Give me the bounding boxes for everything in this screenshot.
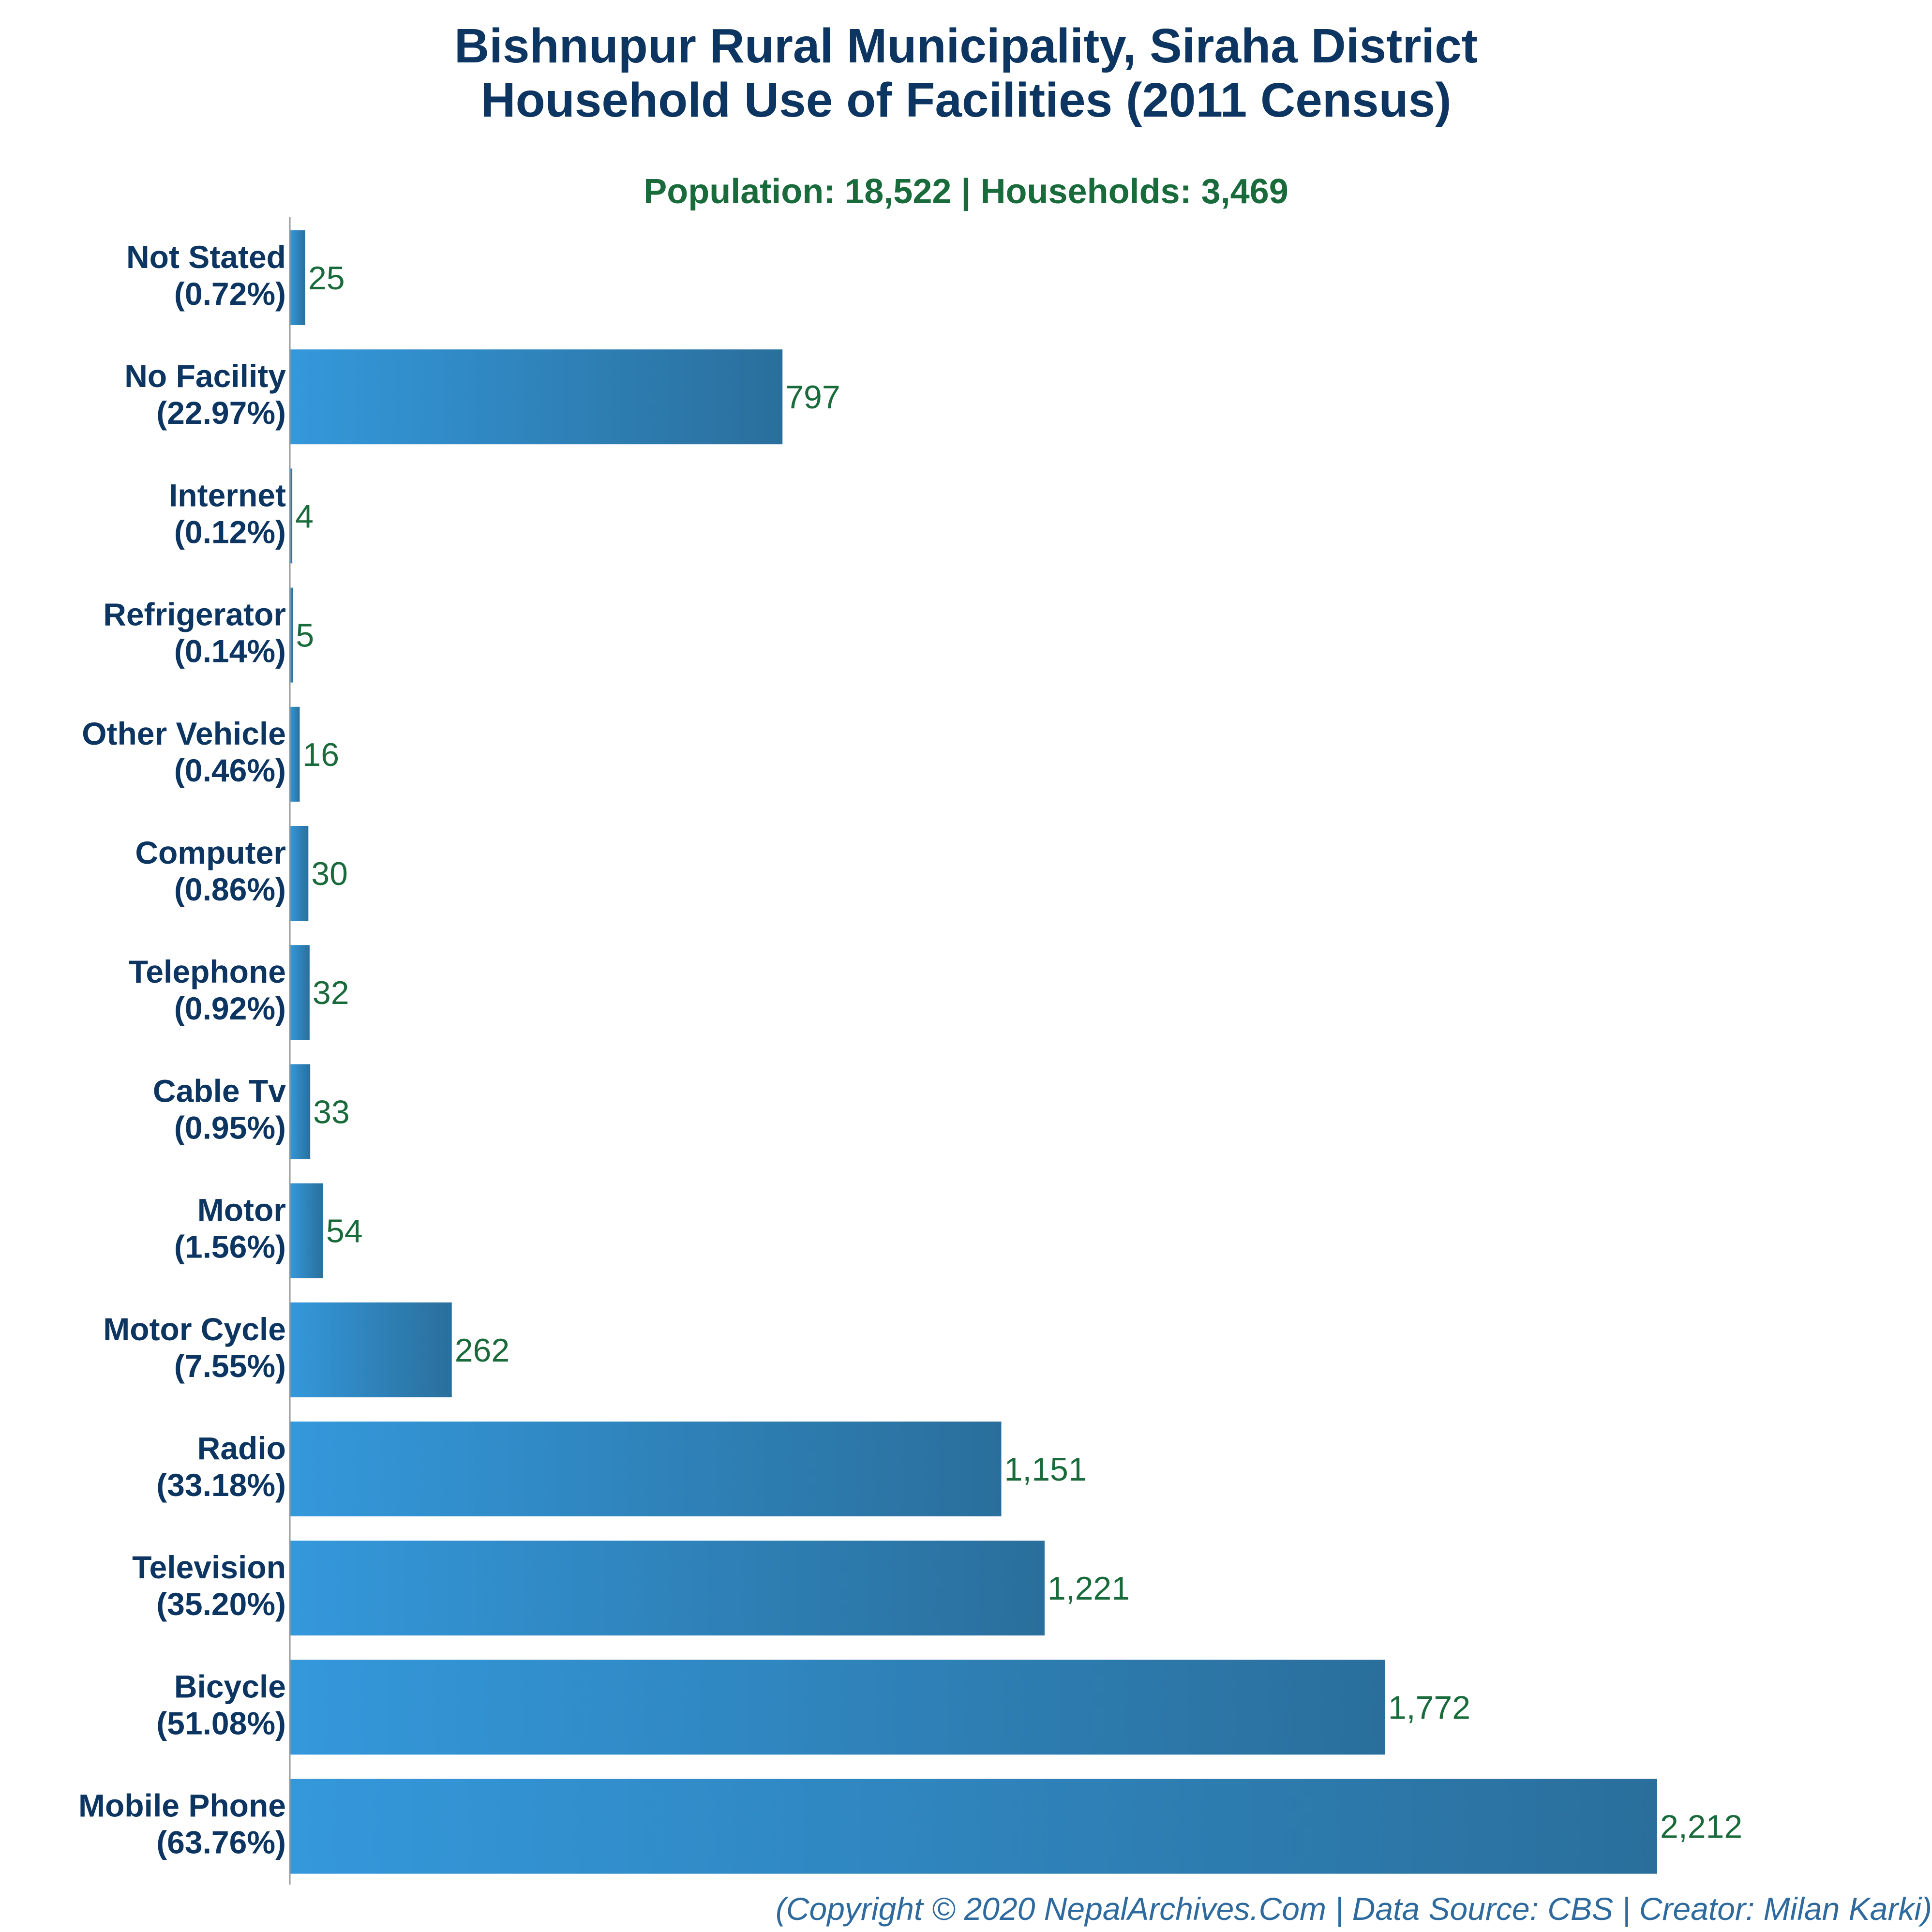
- value-label-mobile-phone: 2,212: [1660, 1809, 1742, 1845]
- bar-other-vehicle: [290, 706, 300, 802]
- percent-label-cable-tv: (0.95%): [174, 1109, 286, 1145]
- percent-label-bicycle: (51.08%): [156, 1705, 286, 1741]
- percent-label-no-facility: (22.97%): [156, 395, 286, 431]
- bar-motor-cycle: [290, 1302, 452, 1397]
- percent-label-radio: (33.18%): [156, 1467, 286, 1503]
- percent-label-not-stated: (0.72%): [174, 276, 286, 312]
- bar-cable-tv: [290, 1064, 311, 1159]
- chart-title-line-1: Bishnupur Rural Municipality, Siraha Dis…: [454, 19, 1478, 73]
- value-label-no-facility: 797: [785, 379, 840, 416]
- value-label-telephone: 32: [313, 974, 349, 1011]
- category-label-motor: Motor: [197, 1192, 286, 1228]
- category-label-mobile-phone: Mobile Phone: [78, 1788, 286, 1824]
- category-label-radio: Radio: [197, 1430, 286, 1466]
- chart-title-line-2: Household Use of Facilities (2011 Census…: [480, 73, 1452, 127]
- category-label-computer: Computer: [135, 835, 286, 870]
- value-label-not-stated: 25: [308, 260, 345, 297]
- percent-label-internet: (0.12%): [174, 514, 286, 550]
- category-label-motor-cycle: Motor Cycle: [103, 1311, 286, 1347]
- category-label-internet: Internet: [169, 477, 286, 513]
- category-label-cable-tv: Cable Tv: [153, 1073, 286, 1108]
- value-label-motor: 54: [326, 1213, 363, 1250]
- category-label-refrigerator: Refrigerator: [103, 597, 286, 632]
- value-label-television: 1,221: [1048, 1570, 1130, 1607]
- value-label-internet: 4: [295, 498, 314, 535]
- bar-refrigerator: [290, 587, 293, 683]
- value-label-bicycle: 1,772: [1388, 1689, 1470, 1726]
- category-label-not-stated: Not Stated: [126, 239, 286, 275]
- percent-label-refrigerator: (0.14%): [174, 633, 286, 669]
- value-label-refrigerator: 5: [296, 617, 314, 654]
- bar-computer: [290, 826, 309, 921]
- category-label-television: Television: [132, 1549, 286, 1585]
- value-label-cable-tv: 33: [313, 1093, 350, 1130]
- bar-not-stated: [290, 230, 305, 325]
- value-label-motor-cycle: 262: [455, 1332, 509, 1369]
- chart-subtitle: Population: 18,522 | Households: 3,469: [644, 172, 1288, 211]
- bar-telephone: [290, 945, 310, 1040]
- percent-label-television: (35.20%): [156, 1586, 286, 1622]
- bar-no-facility: [290, 349, 783, 445]
- category-label-telephone: Telephone: [129, 954, 286, 989]
- percent-label-motor-cycle: (7.55%): [174, 1348, 286, 1384]
- value-label-computer: 30: [311, 855, 348, 892]
- bar-radio: [290, 1422, 1002, 1516]
- bar-television: [290, 1541, 1045, 1636]
- bar-internet: [290, 468, 293, 564]
- percent-label-motor: (1.56%): [174, 1229, 286, 1265]
- percent-label-telephone: (0.92%): [174, 990, 286, 1026]
- copyright-footer: (Copyright © 2020 NepalArchives.Com | Da…: [775, 1891, 1932, 1927]
- bar-bicycle: [290, 1660, 1385, 1755]
- value-label-other-vehicle: 16: [302, 736, 339, 773]
- category-label-bicycle: Bicycle: [174, 1668, 286, 1704]
- percent-label-other-vehicle: (0.46%): [174, 752, 286, 788]
- category-label-no-facility: No Facility: [124, 358, 286, 394]
- bar-motor: [290, 1183, 323, 1278]
- bar-mobile-phone: [290, 1779, 1657, 1874]
- percent-label-computer: (0.86%): [174, 871, 286, 907]
- category-label-other-vehicle: Other Vehicle: [82, 716, 286, 751]
- value-label-radio: 1,151: [1004, 1451, 1086, 1488]
- percent-label-mobile-phone: (63.76%): [156, 1825, 286, 1860]
